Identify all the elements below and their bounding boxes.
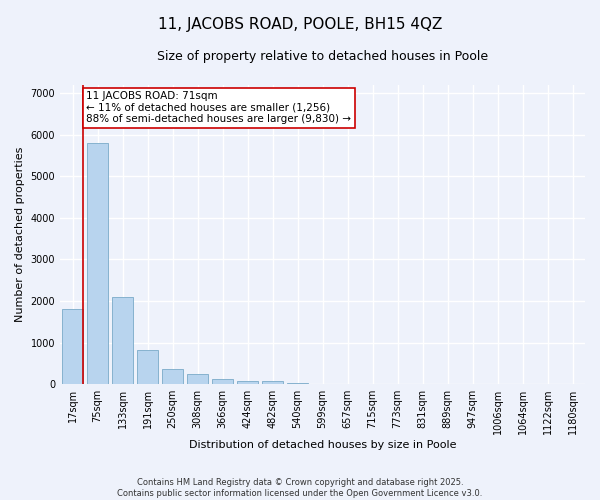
X-axis label: Distribution of detached houses by size in Poole: Distribution of detached houses by size … bbox=[189, 440, 456, 450]
Y-axis label: Number of detached properties: Number of detached properties bbox=[15, 147, 25, 322]
Text: 11, JACOBS ROAD, POOLE, BH15 4QZ: 11, JACOBS ROAD, POOLE, BH15 4QZ bbox=[158, 18, 442, 32]
Bar bbox=[112, 297, 133, 384]
Bar bbox=[137, 350, 158, 384]
Bar bbox=[62, 310, 83, 384]
Bar bbox=[162, 368, 183, 384]
Bar bbox=[262, 381, 283, 384]
Text: 11 JACOBS ROAD: 71sqm
← 11% of detached houses are smaller (1,256)
88% of semi-d: 11 JACOBS ROAD: 71sqm ← 11% of detached … bbox=[86, 91, 351, 124]
Title: Size of property relative to detached houses in Poole: Size of property relative to detached ho… bbox=[157, 50, 488, 63]
Text: Contains HM Land Registry data © Crown copyright and database right 2025.
Contai: Contains HM Land Registry data © Crown c… bbox=[118, 478, 482, 498]
Bar bbox=[237, 381, 258, 384]
Bar bbox=[287, 383, 308, 384]
Bar bbox=[212, 378, 233, 384]
Bar bbox=[87, 143, 108, 384]
Bar bbox=[187, 374, 208, 384]
